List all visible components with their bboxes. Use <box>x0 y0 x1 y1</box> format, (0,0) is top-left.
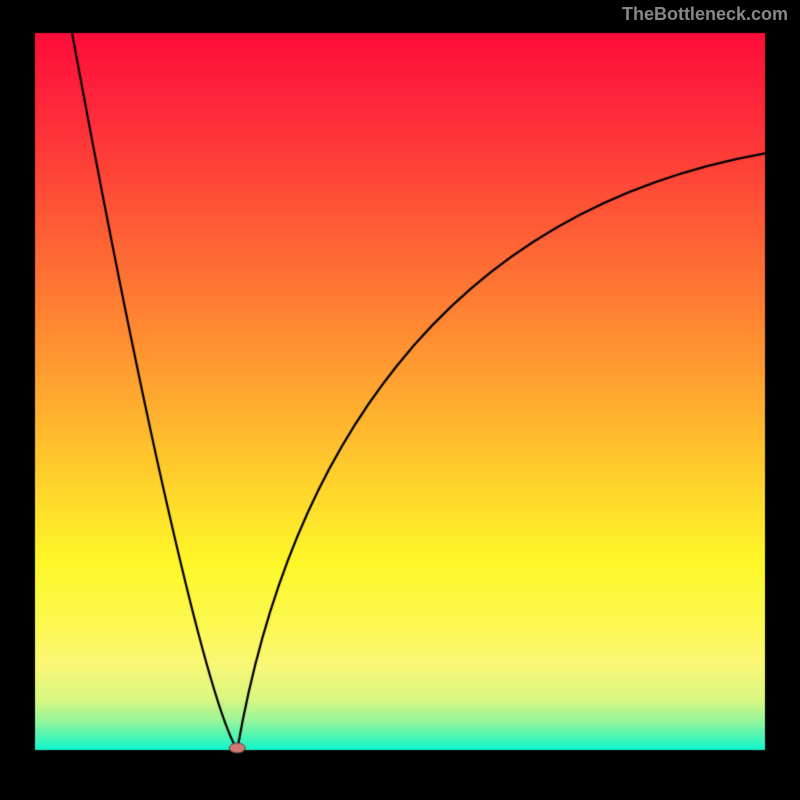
watermark-text: TheBottleneck.com <box>622 4 788 25</box>
bottleneck-chart <box>0 0 800 800</box>
